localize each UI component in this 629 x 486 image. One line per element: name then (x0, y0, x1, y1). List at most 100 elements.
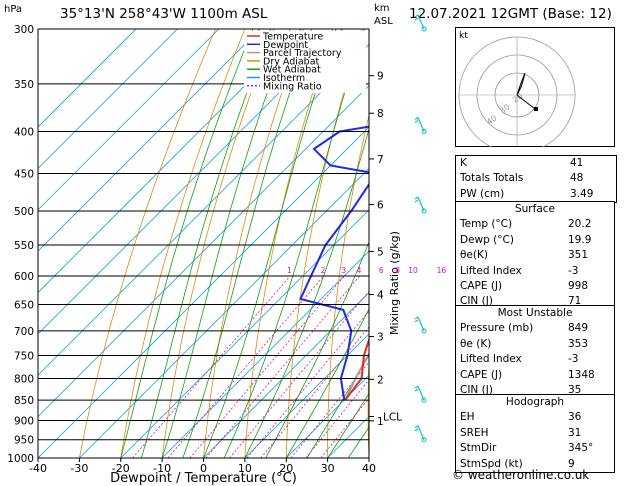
asl-axis-label: ASL (374, 16, 393, 27)
legend-entry: Isotherm (263, 73, 305, 84)
sounding-datetime: 12.07.2021 12GMT (Base: 12) (409, 6, 612, 22)
pressure-tick-label: 400 (14, 127, 34, 139)
km-tick-label: 7 (377, 154, 384, 166)
surface-label: CIN (J) (460, 295, 493, 308)
index-row: PW (cm) 3.49 (456, 187, 616, 202)
skewt-chart: 3003504004505005506006507007508008509009… (7, 14, 450, 486)
surface-row: θe(K) 351 (456, 248, 614, 263)
index-row: Totals Totals 48 (456, 171, 616, 186)
km-tick-label: 1 (377, 416, 384, 428)
temperature-tick-label: 20 (279, 462, 293, 475)
hodograph-row: SREH 31 (456, 426, 614, 441)
index-row: K 41 (456, 156, 616, 171)
hodograph-title: Hodograph (505, 396, 565, 408)
hodograph-label: StmSpd (kt) (460, 457, 523, 470)
km-tick-label: 5 (377, 246, 384, 258)
isotherm-line (38, 29, 344, 335)
mixing-ratio-label: 2 (321, 266, 326, 275)
dry-adiabat-line (79, 29, 216, 458)
wind-barb (414, 117, 425, 132)
temperature-line (344, 336, 369, 401)
dry-adiabat-line (161, 29, 275, 458)
mixing-ratio-label: 16 (437, 266, 447, 275)
km-tick-label: 6 (377, 200, 384, 212)
most-unstable-value: -3 (568, 353, 579, 366)
wind-barb-base (421, 328, 427, 334)
index-value: 48 (570, 172, 584, 185)
isotherm-line (161, 250, 369, 458)
most-unstable-label: Lifted Index (460, 353, 522, 366)
km-tick-label: 4 (377, 289, 384, 301)
mixing-ratio-label: 4 (357, 266, 362, 275)
most-unstable-label: Pressure (mb) (460, 322, 534, 335)
lcl-label: LCL (383, 411, 402, 423)
legend-entry: Temperature (262, 32, 323, 43)
parcel-trajectory-line (344, 351, 369, 401)
pressure-tick-label: 800 (14, 373, 34, 385)
pressure-tick-label: 600 (14, 271, 34, 283)
hodograph-label: StmDir (460, 442, 497, 455)
hodograph-row: StmDir 345° (456, 441, 614, 456)
mixing-ratio-label: 3 (341, 266, 346, 275)
mixing-ratio-label: 10 (408, 266, 418, 275)
hodograph-row: EH 36 (456, 410, 614, 425)
isotherm-line (120, 209, 369, 458)
surface-value: 998 (568, 279, 589, 292)
temperature-tick-label: 0 (200, 462, 207, 475)
km-axis-label: km (374, 3, 390, 14)
isotherm-line (79, 167, 369, 458)
surface-table: Surface Temp (°C) 20.2 Dewp (°C) 19.9 θe(K) 3… (455, 201, 615, 311)
legend-entry: Dewpoint (263, 40, 308, 51)
surface-label: CAPE (J) (460, 279, 503, 292)
mixing-ratio-line (229, 290, 369, 458)
wind-barb-base (421, 397, 427, 403)
isotherm-line (368, 457, 369, 458)
isotherm-line (286, 374, 369, 458)
hpa-axis-label: hPa (4, 4, 23, 15)
surface-row: CIN (J) 71 (456, 294, 614, 309)
wind-barb (414, 425, 425, 440)
surface-row: Lifted Index -3 (456, 264, 614, 279)
mixing-ratio-label: 8 (395, 266, 400, 275)
km-tick-label: 3 (377, 331, 384, 343)
most-unstable-row: CIN (J) 35 (456, 383, 614, 398)
pressure-tick-label: 550 (14, 240, 34, 252)
temperature-tick-label: 30 (321, 462, 335, 475)
surface-value: -3 (568, 264, 579, 277)
wet-adiabat-line (306, 354, 369, 458)
most-unstable-value: 1348 (568, 368, 595, 381)
plot-area (38, 29, 450, 458)
wet-adiabat-line (120, 29, 254, 458)
surface-row: Dewp (°C) 19.9 (456, 233, 614, 248)
index-table: K 41 Totals Totals 48 PW (cm) 3.49 (455, 155, 617, 204)
wind-barb-base (421, 129, 427, 135)
temperature-tick-label: -40 (29, 462, 47, 475)
mixing-ratio-label: 1 (287, 266, 292, 275)
most-unstable-table: Most Unstable Pressure (mb) 849 θe (K) 353 L… (455, 305, 615, 400)
surface-title: Surface (514, 203, 555, 215)
wet-adiabat-line (182, 29, 312, 458)
km-tick-label: 8 (377, 108, 384, 120)
legend-entry: Dry Adiabat (263, 56, 320, 67)
hodograph-table: Hodograph EH 36 SREH 31 StmDir 345° StmSpd (kt… (455, 394, 615, 473)
pressure-tick-label: 850 (14, 395, 34, 407)
mixing-ratio-line (167, 275, 324, 458)
wind-barb (414, 14, 425, 30)
index-label: Totals Totals (460, 172, 524, 185)
isotherm-line (38, 29, 137, 128)
legend-box (244, 31, 366, 93)
dry-adiabat-line (327, 113, 369, 458)
isotherm-line (38, 85, 369, 418)
most-unstable-title: Most Unstable (497, 307, 573, 319)
dry-adiabat-line (407, 29, 450, 458)
isotherm-line (203, 291, 369, 458)
isotherm-line (244, 333, 369, 458)
hodograph-trace (516, 72, 526, 96)
wet-adiabat-line (285, 308, 369, 458)
pressure-tick-label: 950 (14, 435, 34, 447)
mixing-ratio-line (246, 310, 369, 458)
isotherm-line (38, 29, 302, 294)
isotherm-line (38, 29, 220, 211)
